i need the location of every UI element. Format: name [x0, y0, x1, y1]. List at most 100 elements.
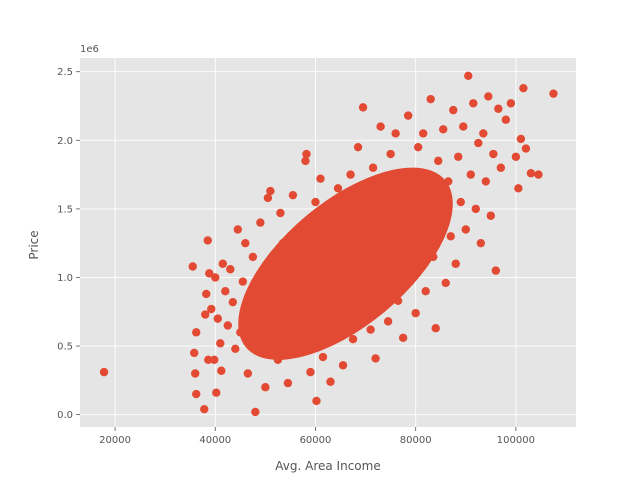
- data-points: [99, 71, 558, 417]
- x-tick-label: 40000: [199, 435, 231, 446]
- scatter-point: [191, 369, 200, 378]
- scatter-point: [291, 252, 300, 262]
- scatter-point: [338, 361, 348, 370]
- x-axis-ticks: 20000 40000 60000 80000 100000: [99, 427, 535, 446]
- scatter-point: [308, 322, 318, 332]
- scatter-point: [293, 344, 303, 354]
- y-tick-label: 2.5: [57, 67, 73, 78]
- y-tick-label: 0.5: [57, 342, 73, 353]
- scatter-point: [333, 184, 343, 193]
- scatter-point: [361, 204, 370, 214]
- scatter-point: [526, 169, 536, 178]
- scatter-point: [386, 149, 395, 159]
- scatter-point: [251, 407, 260, 417]
- x-tick-label: 80000: [400, 435, 432, 446]
- scatter-point: [343, 292, 353, 301]
- scatter-point: [268, 314, 278, 323]
- scatter-point: [406, 266, 415, 275]
- scatter-point: [313, 289, 323, 299]
- scatter-point: [188, 262, 197, 271]
- scatter-point: [416, 232, 425, 241]
- scatter-point: [218, 259, 227, 268]
- scatter-point: [496, 163, 506, 172]
- scatter-point: [202, 289, 211, 299]
- scatter-point: [489, 149, 498, 159]
- y-axis-label: Price: [27, 230, 41, 259]
- scatter-point: [207, 304, 216, 314]
- scatter-point: [378, 280, 388, 289]
- scatter-point: [200, 404, 209, 414]
- scatter-point: [311, 197, 320, 207]
- scatter-point: [216, 339, 225, 348]
- scatter-point: [248, 252, 258, 262]
- scatter-point: [388, 245, 398, 255]
- scatter-point: [461, 225, 470, 234]
- x-tick-label: 20000: [99, 435, 131, 446]
- scatter-point: [471, 204, 480, 214]
- scatter-point: [233, 225, 243, 234]
- scatter-point: [491, 266, 501, 275]
- scatter-point: [253, 337, 263, 347]
- scatter-point: [283, 378, 293, 388]
- scatter-point: [266, 186, 275, 196]
- scatter-point: [421, 286, 430, 296]
- scatter-point: [516, 134, 526, 144]
- scatter-point: [396, 211, 405, 220]
- scatter-point: [376, 122, 385, 131]
- scatter-point: [418, 129, 428, 138]
- scatter-point: [373, 225, 383, 234]
- scatter-point: [226, 265, 235, 274]
- scatter-point: [223, 321, 232, 330]
- scatter-point: [446, 232, 455, 241]
- scatter-point: [236, 328, 245, 337]
- scatter-point: [381, 184, 390, 193]
- scatter-point: [413, 142, 423, 152]
- y-tick-label: 2.0: [57, 136, 73, 147]
- scatter-point: [353, 142, 363, 152]
- scatter-point: [494, 104, 503, 113]
- scatter-point: [258, 292, 268, 301]
- scatter-point: [454, 152, 463, 161]
- x-tick-label: 100000: [497, 435, 535, 446]
- scatter-point: [302, 149, 311, 159]
- scatter-point: [205, 269, 214, 278]
- scatter-point: [484, 92, 493, 101]
- scatter-point: [476, 238, 486, 248]
- scatter-point: [316, 174, 325, 183]
- scatter-point: [211, 273, 220, 282]
- scatter-point: [426, 94, 435, 104]
- scatter-point: [228, 297, 238, 307]
- scatter-point: [441, 278, 450, 288]
- scatter-point: [288, 190, 298, 200]
- scatter-point: [451, 259, 460, 268]
- scatter-point: [328, 211, 338, 220]
- scatter-point: [358, 103, 368, 112]
- scatter-point: [190, 348, 199, 358]
- y-axis-offset-label: 1e6: [80, 44, 99, 55]
- scatter-point: [281, 285, 290, 295]
- scatter-point: [318, 352, 328, 362]
- scatter-point: [434, 156, 443, 166]
- scatter-point: [306, 367, 315, 377]
- scatter-point: [398, 333, 408, 343]
- y-tick-label: 0.0: [57, 410, 73, 421]
- scatter-point: [363, 266, 373, 275]
- scatter-point: [336, 259, 345, 268]
- scatter-point: [210, 355, 219, 364]
- scatter-point: [261, 383, 270, 392]
- scatter-point: [436, 211, 445, 220]
- scatter-point: [401, 170, 410, 179]
- scatter-point: [456, 197, 465, 207]
- scatter-point: [278, 238, 288, 248]
- scatter-point: [449, 105, 458, 115]
- scatter-point: [368, 163, 378, 172]
- x-axis-label: Avg. Area Income: [275, 459, 380, 473]
- x-tick-label: 60000: [300, 435, 332, 446]
- scatter-point: [241, 238, 250, 248]
- scatter-point: [459, 122, 468, 131]
- scatter-point: [348, 335, 358, 344]
- y-axis-ticks: 0.0 0.5 1.0 1.5 2.0 2.5: [57, 67, 80, 421]
- scatter-point: [474, 138, 483, 148]
- scatter-point: [464, 71, 473, 81]
- scatter-point: [466, 170, 475, 179]
